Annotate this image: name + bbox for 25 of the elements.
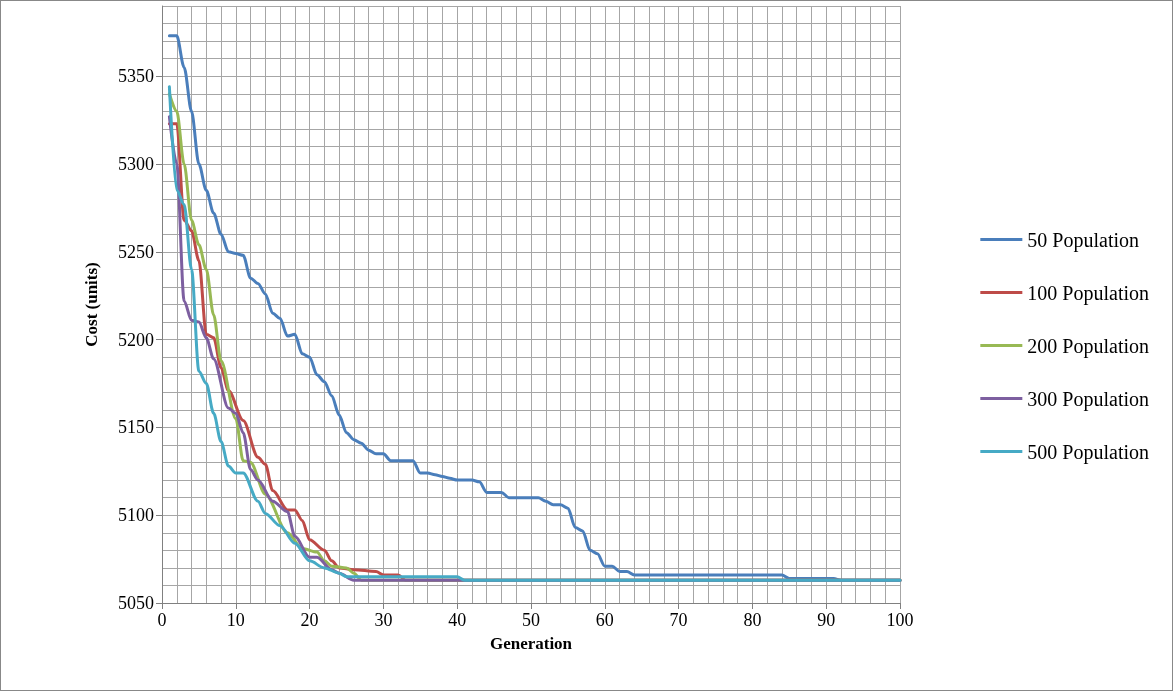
x-tick-label: 80 bbox=[743, 610, 762, 630]
x-tick-label: 30 bbox=[374, 610, 393, 630]
x-tick-label: 10 bbox=[226, 610, 245, 630]
y-tick-label: 5150 bbox=[118, 417, 154, 438]
x-tick-label: 0 bbox=[157, 610, 167, 630]
y-tick-label: 5050 bbox=[118, 593, 154, 613]
x-tick-label: 70 bbox=[669, 610, 688, 630]
legend-label: 300 Population bbox=[1027, 387, 1149, 411]
y-tick-label: 5350 bbox=[118, 66, 154, 87]
legend-label: 100 Population bbox=[1027, 281, 1149, 305]
x-tick-label: 50 bbox=[522, 610, 540, 630]
y-tick-label: 5100 bbox=[118, 505, 154, 526]
x-tick-label: 40 bbox=[448, 610, 467, 630]
x-axis-title: Generation bbox=[489, 634, 573, 653]
y-tick-label: 5200 bbox=[118, 329, 154, 350]
legend-label: 500 Population bbox=[1027, 440, 1149, 464]
legend-label: 50 Population bbox=[1027, 228, 1139, 252]
y-axis-title: Cost (units) bbox=[82, 262, 101, 347]
x-tick-label: 100 bbox=[886, 610, 914, 630]
x-tick-label: 20 bbox=[300, 610, 319, 630]
y-tick-label: 5250 bbox=[118, 241, 154, 262]
x-tick-label: 60 bbox=[595, 610, 614, 630]
x-tick-label: 90 bbox=[817, 610, 836, 630]
y-tick-label: 5300 bbox=[118, 154, 154, 175]
legend-label: 200 Population bbox=[1027, 334, 1149, 358]
